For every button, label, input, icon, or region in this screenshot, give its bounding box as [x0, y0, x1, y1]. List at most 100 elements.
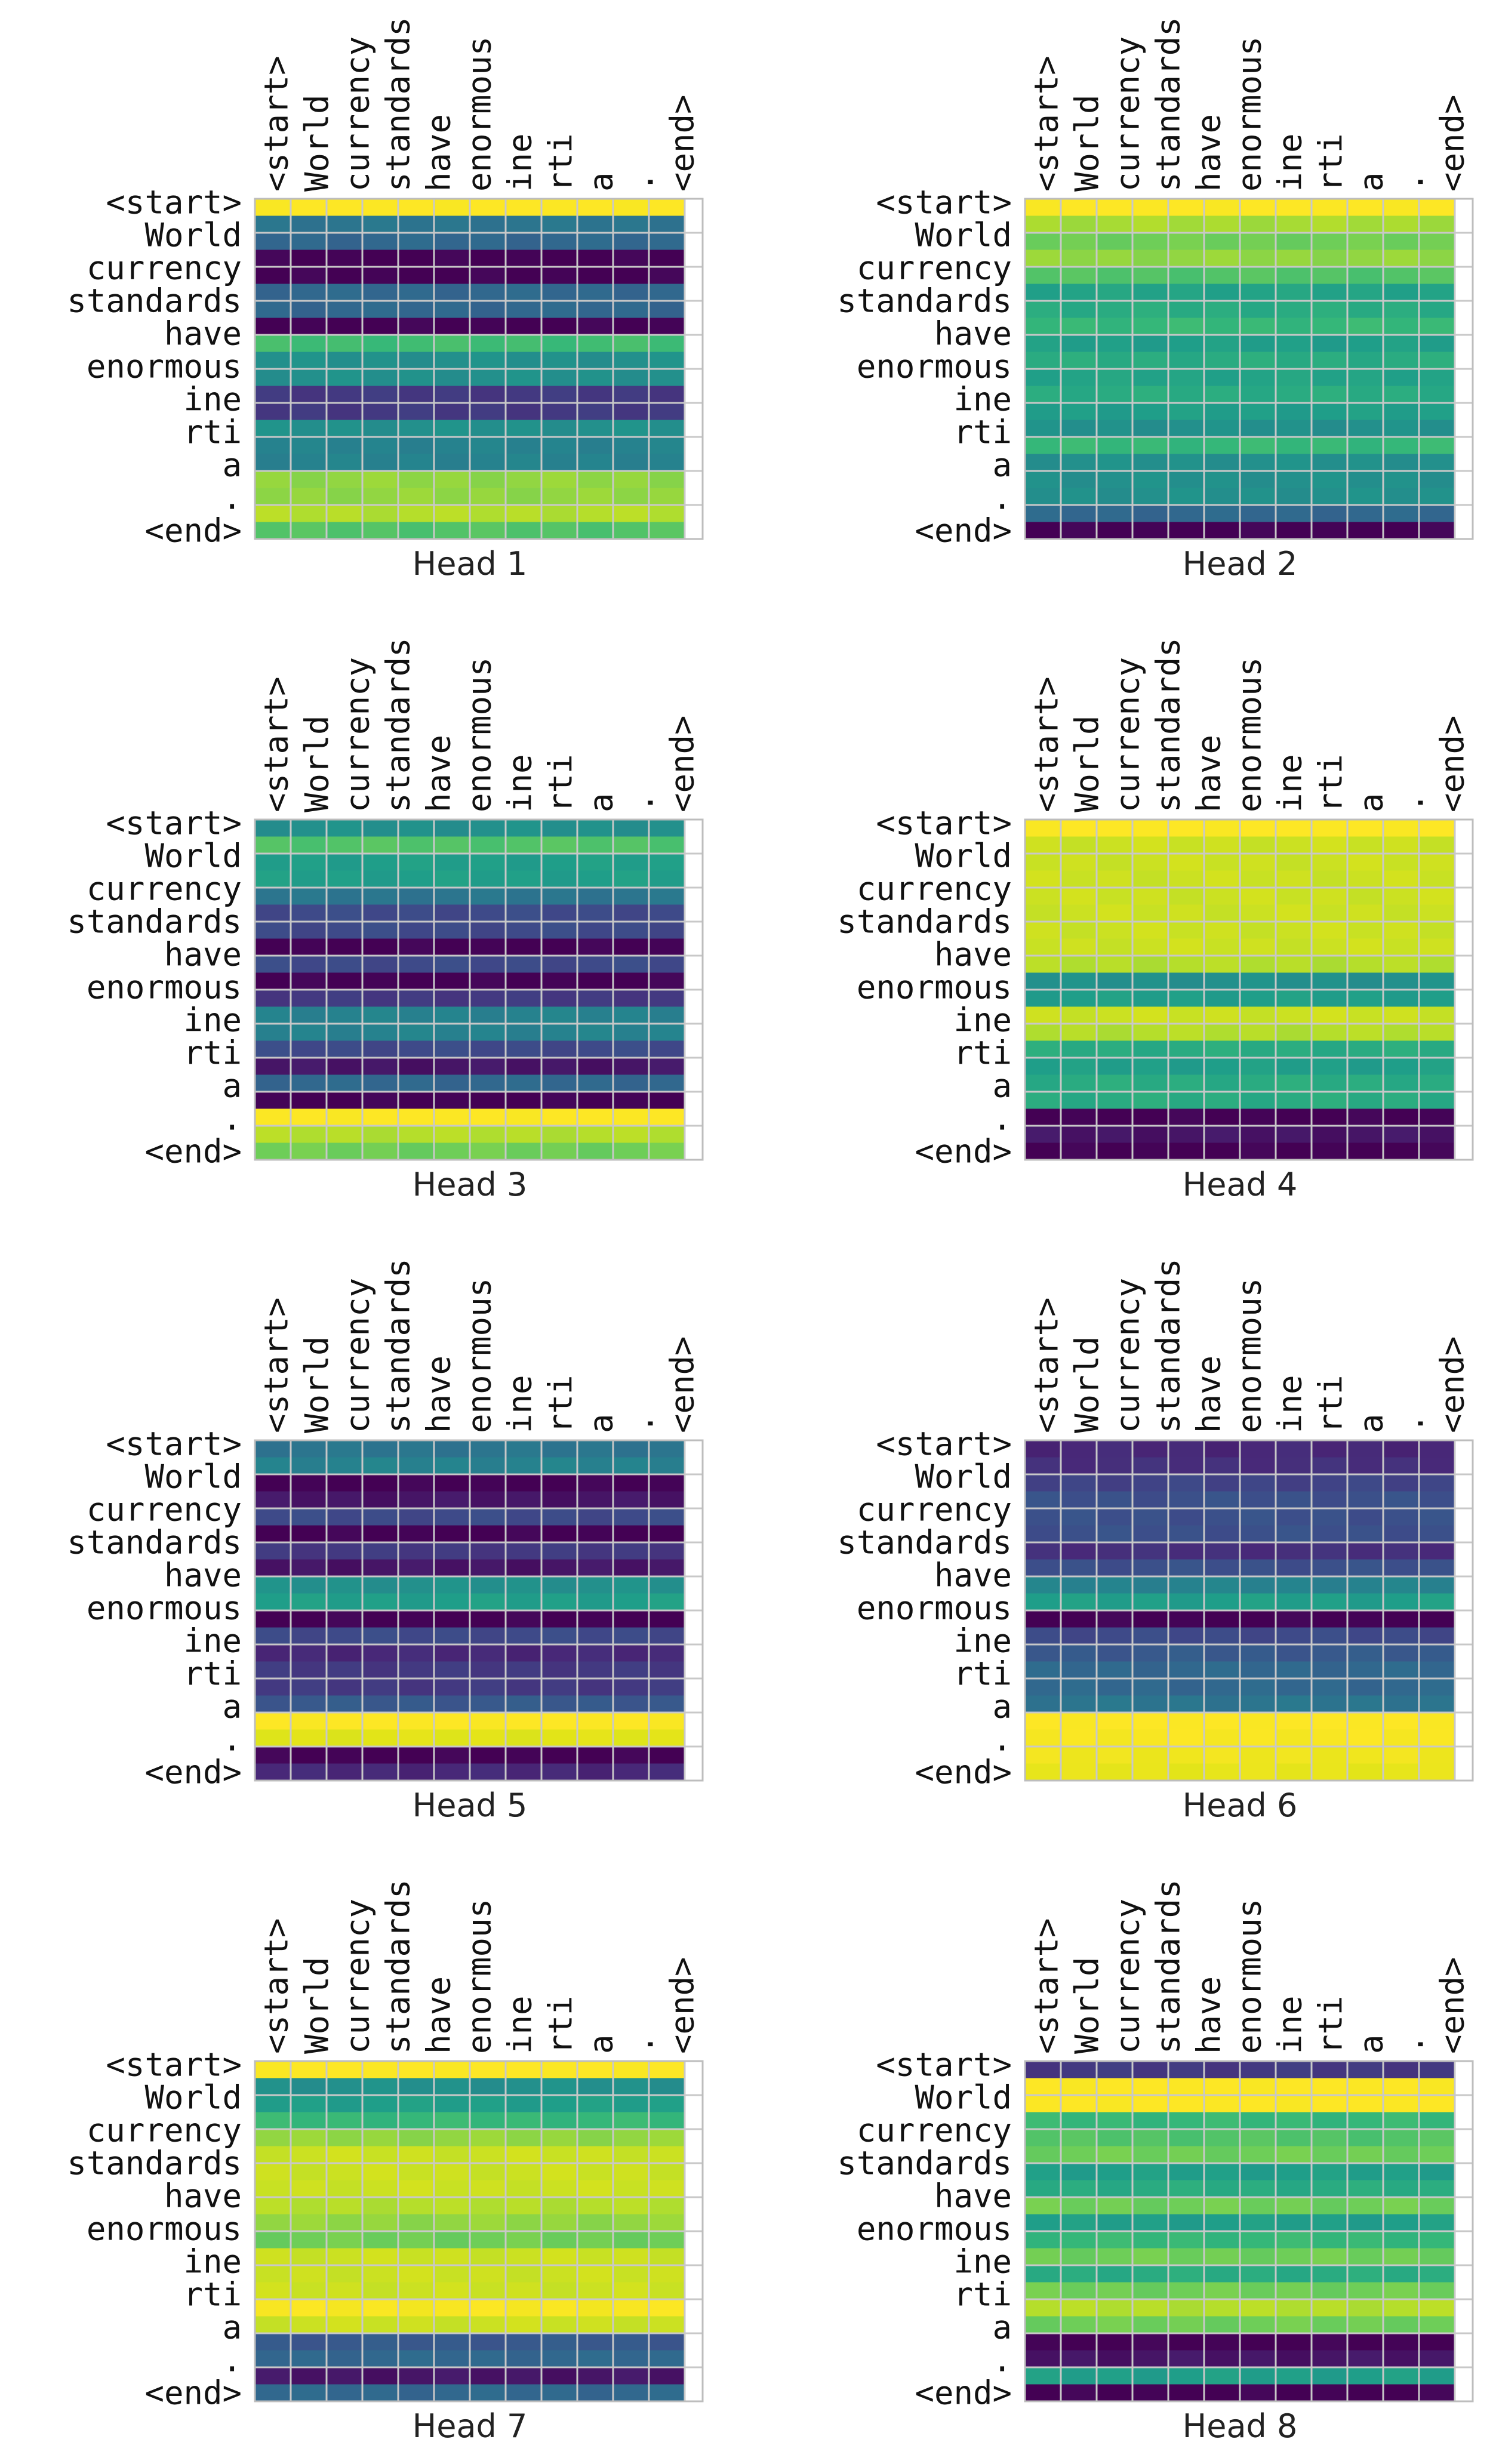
heatmap-cell	[577, 1440, 614, 1458]
heatmap-cell	[362, 1142, 399, 1160]
heatmap-cell	[434, 1440, 470, 1458]
heatmap-cell	[1025, 2299, 1061, 2317]
heatmap-cell	[1097, 888, 1133, 905]
heatmap-cell	[1061, 471, 1097, 488]
heatmap-cell	[613, 1440, 650, 1458]
heatmap-cell	[1419, 2095, 1455, 2112]
heatmap-cell	[255, 318, 291, 335]
y-tick-label: World	[915, 837, 1012, 875]
heatmap-cell	[577, 836, 614, 854]
heatmap-cell	[1204, 215, 1240, 233]
heatmap-cell	[362, 233, 399, 250]
heatmap-cell	[327, 1058, 363, 1075]
heatmap-cell	[470, 854, 506, 871]
heatmap-cell	[1132, 922, 1169, 939]
heatmap-cell	[470, 369, 506, 386]
heatmap-cell	[1240, 1440, 1276, 1458]
heatmap-cell	[1025, 284, 1061, 301]
heatmap-cell	[255, 1040, 291, 1058]
heatmap-cell	[362, 267, 399, 284]
heatmap-cell	[255, 1576, 291, 1594]
heatmap-cell	[1132, 1678, 1169, 1696]
heatmap-cell	[541, 1747, 578, 1764]
heatmap-cell	[1240, 1747, 1276, 1764]
heatmap-cell	[1025, 1542, 1061, 1560]
heatmap-cell	[577, 437, 614, 454]
heatmap-cell	[1276, 386, 1312, 404]
heatmap-cell	[398, 888, 435, 905]
heatmap-cell	[1240, 335, 1276, 352]
heatmap-cell	[577, 2146, 614, 2164]
heatmap-cell	[1061, 215, 1097, 233]
heatmap-cell	[1347, 1491, 1384, 1509]
heatmap-cell	[1025, 2384, 1061, 2402]
heatmap-cell	[1383, 1542, 1420, 1560]
heatmap-cell	[1276, 1440, 1312, 1458]
heatmap-cell	[1383, 990, 1420, 1007]
heatmap-cell	[1204, 1024, 1240, 1041]
heatmap-cell	[541, 233, 578, 250]
heatmap-cell	[1276, 301, 1312, 318]
heatmap-cell	[1061, 2231, 1097, 2249]
heatmap-cell	[434, 2299, 470, 2317]
heatmap-cell	[1383, 471, 1420, 488]
heatmap-cell	[577, 1024, 614, 1041]
heatmap-cell	[362, 2129, 399, 2146]
heatmap-cell	[649, 836, 685, 854]
heatmap-cell	[327, 1678, 363, 1696]
heatmap-cell	[291, 267, 327, 284]
heatmap-cell	[470, 1747, 506, 1764]
heatmap-cell	[541, 2078, 578, 2096]
heatmap-cell	[1132, 1525, 1169, 1543]
heatmap-cell	[1383, 1024, 1420, 1041]
heatmap-cell	[613, 1058, 650, 1075]
heatmap-cell	[1419, 369, 1455, 386]
y-tick-label: ine	[953, 381, 1012, 418]
heatmap-cell	[1097, 2197, 1133, 2214]
heatmap-cell	[541, 2282, 578, 2300]
heatmap-cell	[541, 1593, 578, 1611]
heatmap-cell	[255, 1542, 291, 1560]
heatmap-cell	[1132, 2231, 1169, 2249]
heatmap-cell	[506, 2265, 542, 2283]
heatmap-cell	[434, 1024, 470, 1041]
heatmap-cell	[577, 922, 614, 939]
heatmap-cell	[577, 990, 614, 1007]
heatmap-cell	[327, 284, 363, 301]
heatmap-cell	[1312, 335, 1348, 352]
heatmap-cell	[327, 522, 363, 540]
heatmap-cell	[1025, 2333, 1061, 2351]
heatmap-cell	[434, 1695, 470, 1713]
heatmap-cell	[398, 2061, 435, 2078]
heatmap-cell	[1025, 1576, 1061, 1594]
heatmap-cell	[1168, 2316, 1205, 2334]
x-tick-label: standards	[380, 1258, 417, 1433]
heatmap-cell	[398, 2112, 435, 2130]
heatmap-cell	[1419, 2384, 1455, 2402]
heatmap-cell	[613, 2197, 650, 2214]
heatmap-cell	[1276, 488, 1312, 506]
heatmap-cell	[1312, 922, 1348, 939]
heatmap-cell	[1347, 233, 1384, 250]
heatmap-cell	[613, 2384, 650, 2402]
heatmap-cell	[649, 1525, 685, 1543]
heatmap-cell	[613, 836, 650, 854]
heatmap-cell	[1240, 250, 1276, 267]
heatmap-cell	[291, 2180, 327, 2198]
heatmap-cell	[541, 1695, 578, 1713]
heatmap-cell	[577, 1713, 614, 1730]
heatmap-cell	[1240, 2248, 1276, 2266]
heatmap-cell	[1312, 386, 1348, 404]
heatmap-cell	[1347, 2112, 1384, 2130]
heatmap-cell	[1419, 1627, 1455, 1645]
x-tick-label: ine	[501, 1995, 539, 2054]
heatmap-cell	[613, 2367, 650, 2385]
heatmap-cell	[1097, 1644, 1133, 1662]
heatmap-cell	[362, 938, 399, 956]
heatmap-cell	[1383, 233, 1420, 250]
heatmap-cell	[1383, 2384, 1420, 2402]
y-tick-label: ine	[183, 2243, 242, 2281]
heatmap-cell	[1132, 888, 1169, 905]
y-tick-label: standards	[837, 903, 1012, 941]
